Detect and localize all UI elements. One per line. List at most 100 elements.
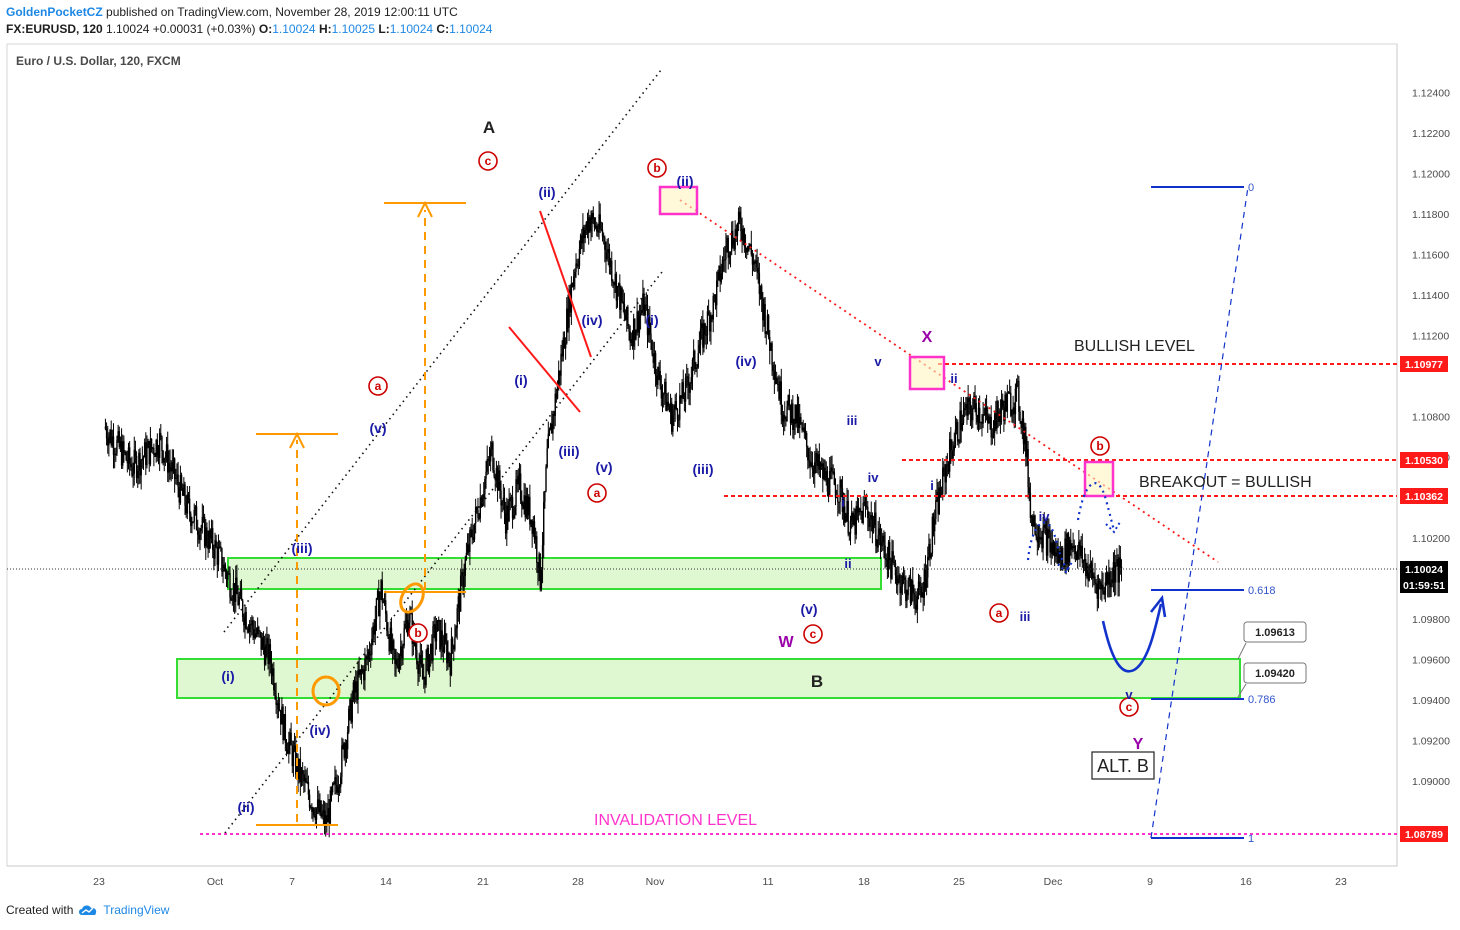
- x-tick-label: 25: [953, 876, 965, 888]
- candle-body: [126, 460, 129, 464]
- candle-body: [824, 467, 826, 481]
- candle-body: [962, 410, 965, 423]
- candle-body: [350, 699, 352, 723]
- candle-body: [645, 304, 648, 306]
- candle-body: [989, 416, 991, 418]
- wave-label: (v): [800, 601, 817, 617]
- candle-body: [253, 628, 255, 638]
- candle-body: [469, 529, 471, 552]
- candle-body: [434, 624, 436, 642]
- candle-body: [237, 593, 239, 605]
- candle-body: [988, 417, 990, 424]
- candle-body: [590, 223, 592, 232]
- svg-text:1.10024: 1.10024: [1405, 564, 1443, 576]
- candle-body: [378, 590, 380, 617]
- y-tick-label: 1.12000: [1412, 169, 1450, 181]
- candle-body: [484, 478, 486, 495]
- created-with-text: Created with: [6, 903, 74, 917]
- candle-body: [403, 628, 405, 646]
- candle-body: [915, 604, 917, 610]
- candle-body: [386, 614, 388, 631]
- candle-body: [960, 410, 962, 431]
- candle-body: [1050, 542, 1052, 553]
- candle-body: [787, 394, 789, 407]
- candle-body: [176, 474, 178, 479]
- candle-body: [117, 431, 119, 440]
- candle-body: [371, 638, 373, 655]
- candle-body: [165, 444, 168, 457]
- candle-body: [231, 599, 233, 601]
- candle-body: [817, 454, 819, 466]
- candle-body: [328, 808, 330, 824]
- candle-body: [1067, 533, 1070, 563]
- candle-body: [263, 646, 266, 665]
- candle-body: [785, 419, 787, 421]
- plot-frame: [6, 43, 1398, 867]
- close-label: C:: [436, 22, 450, 36]
- candle-body: [961, 422, 964, 431]
- candle-body: [321, 813, 323, 817]
- candle-body: [518, 473, 521, 477]
- candle-body: [675, 401, 678, 409]
- candle-body: [916, 595, 919, 610]
- candle-body: [488, 460, 491, 462]
- candle-body: [924, 568, 927, 588]
- candle-body: [589, 217, 591, 232]
- candle-body: [394, 649, 396, 664]
- wave-label: (iv): [582, 312, 603, 328]
- candle-body: [408, 622, 410, 635]
- candle-body: [1097, 581, 1100, 599]
- candle-body: [955, 422, 958, 430]
- candle-body: [359, 669, 362, 676]
- candle-body: [358, 669, 360, 676]
- candle-body: [266, 638, 268, 645]
- candle-body: [357, 669, 359, 700]
- candle-body: [416, 649, 418, 665]
- candle-body: [623, 304, 626, 315]
- candle-body: [566, 308, 568, 344]
- candle-body: [701, 323, 703, 329]
- candle-body: [1119, 557, 1122, 568]
- candle-body: [665, 381, 667, 411]
- tradingview-brand[interactable]: TradingView: [103, 903, 170, 917]
- candle-body: [908, 576, 911, 581]
- candle-body: [458, 596, 461, 612]
- candle-body: [704, 323, 706, 335]
- candle-body: [584, 230, 586, 239]
- candle-body: [1000, 399, 1003, 411]
- candle-body: [521, 500, 523, 506]
- candle-body: [118, 431, 120, 448]
- svg-text:1.08789: 1.08789: [1405, 829, 1443, 841]
- fib-label-618: 0.618: [1248, 585, 1276, 597]
- high-value: 1.10025: [331, 22, 376, 36]
- candle-body: [1118, 557, 1120, 583]
- candle-body: [399, 646, 402, 657]
- magenta-box-breakout: [1083, 460, 1115, 498]
- candle-body: [388, 637, 390, 652]
- candle-body: [139, 452, 141, 476]
- candle-body: [865, 506, 868, 508]
- candle-body: [616, 286, 619, 301]
- candle-body: [370, 654, 372, 656]
- candle-body: [591, 212, 593, 224]
- candle-body: [1117, 559, 1119, 583]
- candle-body: [1028, 487, 1030, 494]
- candle-body: [1086, 566, 1088, 577]
- author-link[interactable]: GoldenPocketCZ: [6, 5, 103, 19]
- candle-body: [142, 457, 145, 459]
- candle-body: [259, 631, 261, 633]
- candle-body: [414, 643, 417, 650]
- candle-body: [718, 266, 720, 272]
- candle-body: [255, 633, 258, 635]
- wave-label: W: [778, 634, 794, 651]
- candle-body: [170, 467, 172, 472]
- candle-body: [119, 441, 122, 448]
- candle-body: [795, 404, 797, 424]
- wave-label-circle: [803, 624, 823, 644]
- candle-body: [352, 682, 355, 700]
- candle-body: [382, 602, 385, 604]
- candle-body: [945, 464, 947, 483]
- candle-body: [514, 506, 516, 516]
- candle-body: [314, 815, 317, 820]
